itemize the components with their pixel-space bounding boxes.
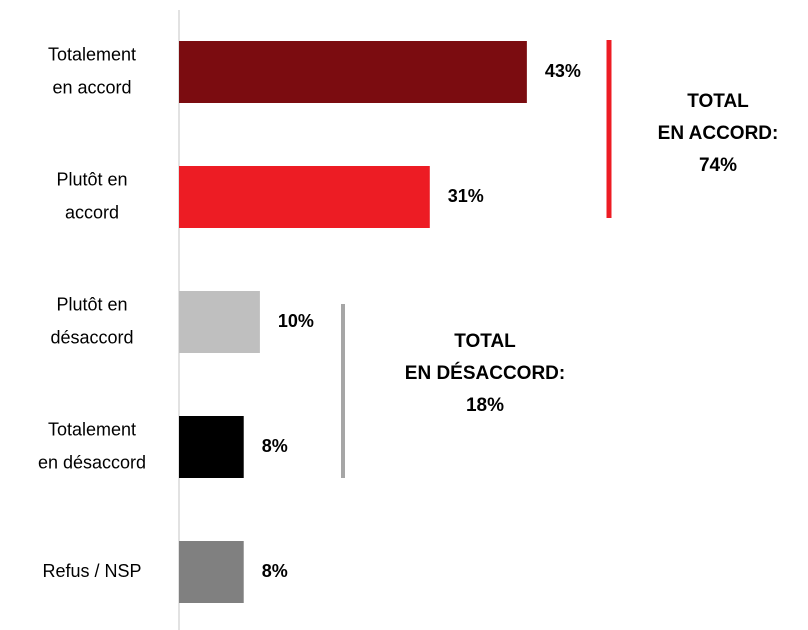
value-label: 8% bbox=[262, 561, 288, 581]
category-label: Plutôt en accord bbox=[56, 169, 127, 222]
value-label: 8% bbox=[262, 436, 288, 456]
annotation: TOTAL EN DÉSACCORD: 18% bbox=[405, 331, 565, 416]
bar bbox=[179, 166, 430, 228]
value-label: 43% bbox=[545, 61, 581, 81]
value-label: 31% bbox=[448, 186, 484, 206]
bar bbox=[179, 291, 260, 353]
annotation: TOTAL EN ACCORD: 74% bbox=[658, 91, 779, 176]
category-label: Plutôt en désaccord bbox=[50, 294, 133, 347]
bar bbox=[179, 41, 527, 103]
value-label: 10% bbox=[278, 311, 314, 331]
category-label: Totalement en désaccord bbox=[38, 419, 146, 472]
bar bbox=[179, 416, 244, 478]
category-label: Totalement en accord bbox=[48, 44, 136, 97]
category-label: Refus / NSP bbox=[42, 561, 141, 581]
bar bbox=[179, 541, 244, 603]
